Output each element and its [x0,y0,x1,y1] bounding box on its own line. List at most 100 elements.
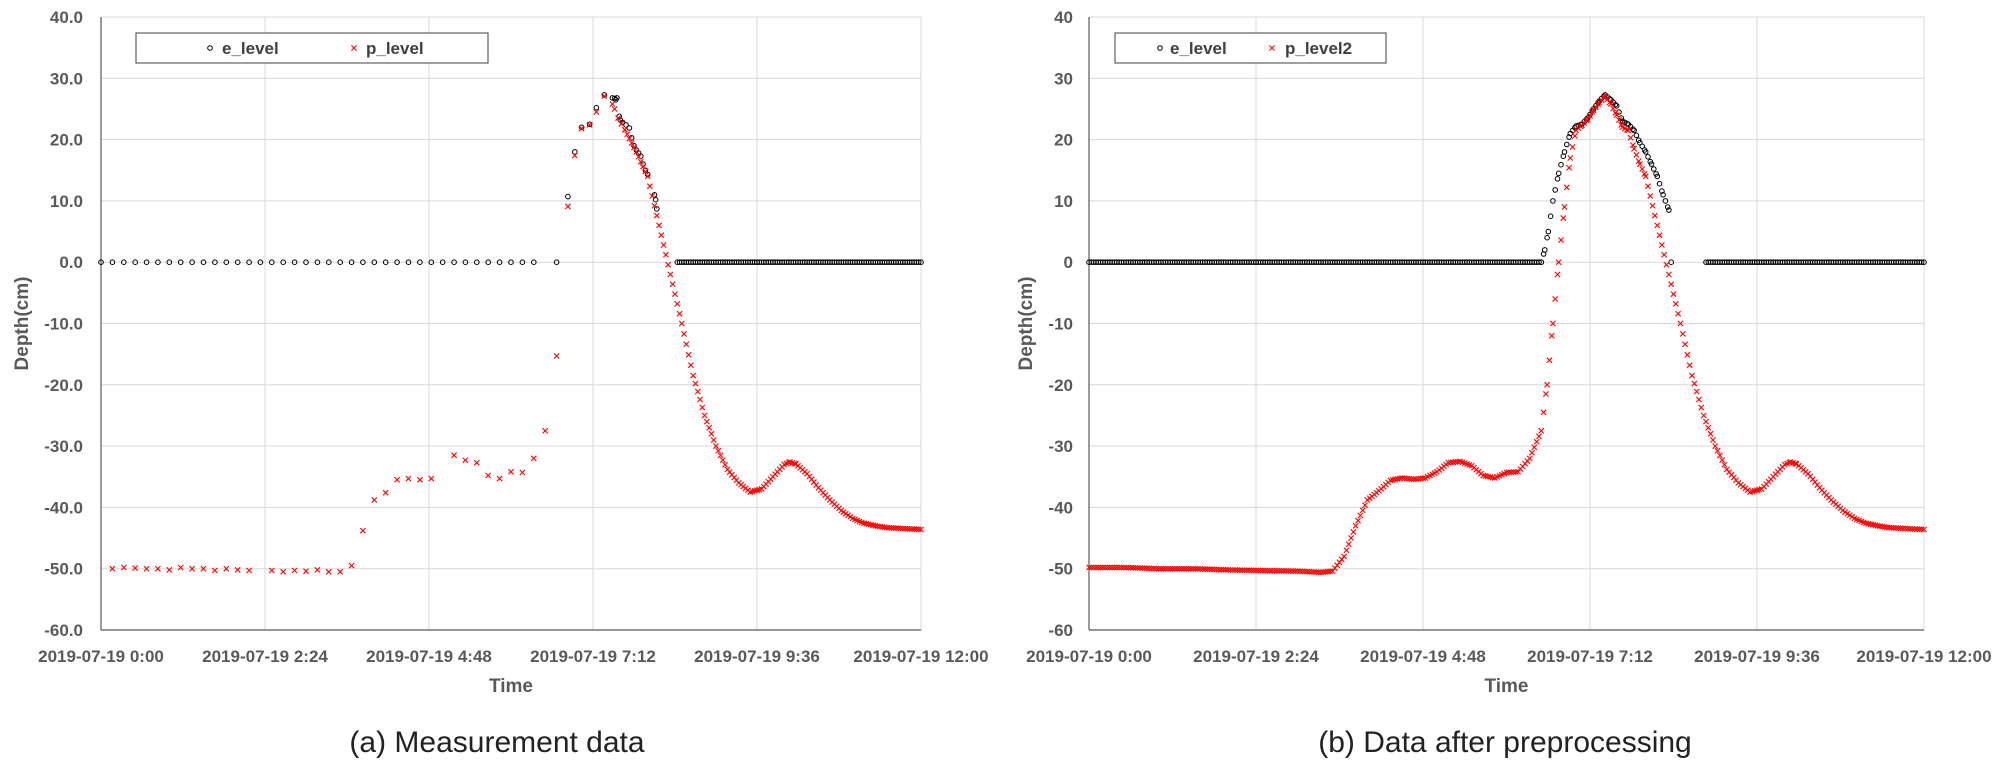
x-tick-label: 2019-07-19 7:12 [1527,647,1653,666]
data-point [1552,296,1559,302]
data-point [1239,567,1246,574]
data-point [1125,564,1132,571]
data-point [1445,459,1452,466]
data-point [382,489,389,496]
data-point [662,251,669,258]
data-point [1613,112,1620,119]
data-point [628,140,635,146]
data-point [496,475,503,482]
data-point [1190,565,1197,572]
data-point [578,124,585,131]
y-tick-label: -30.0 [44,437,83,456]
data-point [1146,565,1153,572]
data-point [667,271,674,278]
data-point [1141,565,1148,572]
data-point [257,259,264,266]
data-point [1610,105,1617,112]
data-point [1248,567,1255,574]
data-point [1206,566,1213,573]
data-point [1197,565,1204,572]
data-point [1647,193,1654,199]
data-point [1106,564,1113,571]
data-point [1341,553,1348,560]
data-point [1558,237,1564,244]
data-point [1549,320,1556,327]
data-point [899,525,906,532]
y-tick-label: 10.0 [50,192,83,211]
data-point [1199,566,1206,572]
y-tick-label: -10 [1048,315,1073,334]
data-point [1090,564,1097,571]
data-point [474,259,480,266]
legend-label: p_level2 [1285,39,1352,58]
data-point [1408,476,1415,482]
data-point [1255,567,1262,574]
data-point [908,526,915,532]
data-point [439,259,446,266]
data-point [1698,404,1705,411]
data-point [531,259,537,266]
data-point [1213,566,1220,573]
data-point [918,259,924,266]
data-point [1714,447,1721,454]
data-point [883,524,890,531]
data-point [614,95,620,101]
data-point [166,259,173,266]
data-point [1176,565,1183,572]
data-point [360,259,366,266]
data-point [1531,444,1538,451]
data-point [155,259,161,266]
data-point [1921,526,1927,533]
data-point [892,525,899,532]
data-point [586,121,593,128]
data-point [1914,526,1920,533]
data-point [1355,517,1362,524]
data-point [694,388,701,395]
data-point [1675,310,1682,317]
data-point [1654,222,1661,229]
data-point [1327,568,1334,575]
y-tick-label: 0.0 [59,253,83,272]
data-point [1542,391,1549,397]
y-tick-label: -20.0 [44,376,83,395]
data-point [1137,565,1143,571]
data-point [1086,564,1092,571]
data-point [1350,528,1357,535]
data-point [1304,568,1310,575]
data-point [1544,381,1551,388]
data-point [1192,565,1199,572]
data-point [715,447,722,454]
data-point [626,135,633,142]
data-point [132,259,138,266]
y-tick-label: -60.0 [44,621,83,640]
x-tick-label: 2019-07-19 4:48 [1360,647,1486,666]
data-point [1410,476,1417,483]
data-point [1208,566,1215,573]
data-point [1561,149,1568,155]
data-point [631,144,637,151]
y-tick-label: 0 [1064,253,1073,272]
x-axis-title: Time [1484,676,1528,697]
data-point [212,259,218,266]
data-point [1666,207,1672,213]
data-point [1630,126,1636,132]
legend-label: e_level [222,39,279,58]
data-point [1097,564,1104,571]
data-point [1362,502,1368,509]
data-point [1661,251,1668,258]
data-point [280,259,287,266]
data-point [1095,564,1102,571]
data-point [652,196,659,203]
data-point [1555,259,1562,266]
data-point [1229,567,1236,573]
y-axis-title: Depth(cm) [12,277,33,371]
data-point [268,567,275,574]
data-point [1264,567,1271,574]
data-point [1670,291,1677,298]
data-point [1188,565,1195,572]
data-point [1712,443,1719,450]
data-point [405,259,412,266]
data-point [314,566,321,573]
data-point [1629,142,1636,149]
data-point [530,455,537,462]
